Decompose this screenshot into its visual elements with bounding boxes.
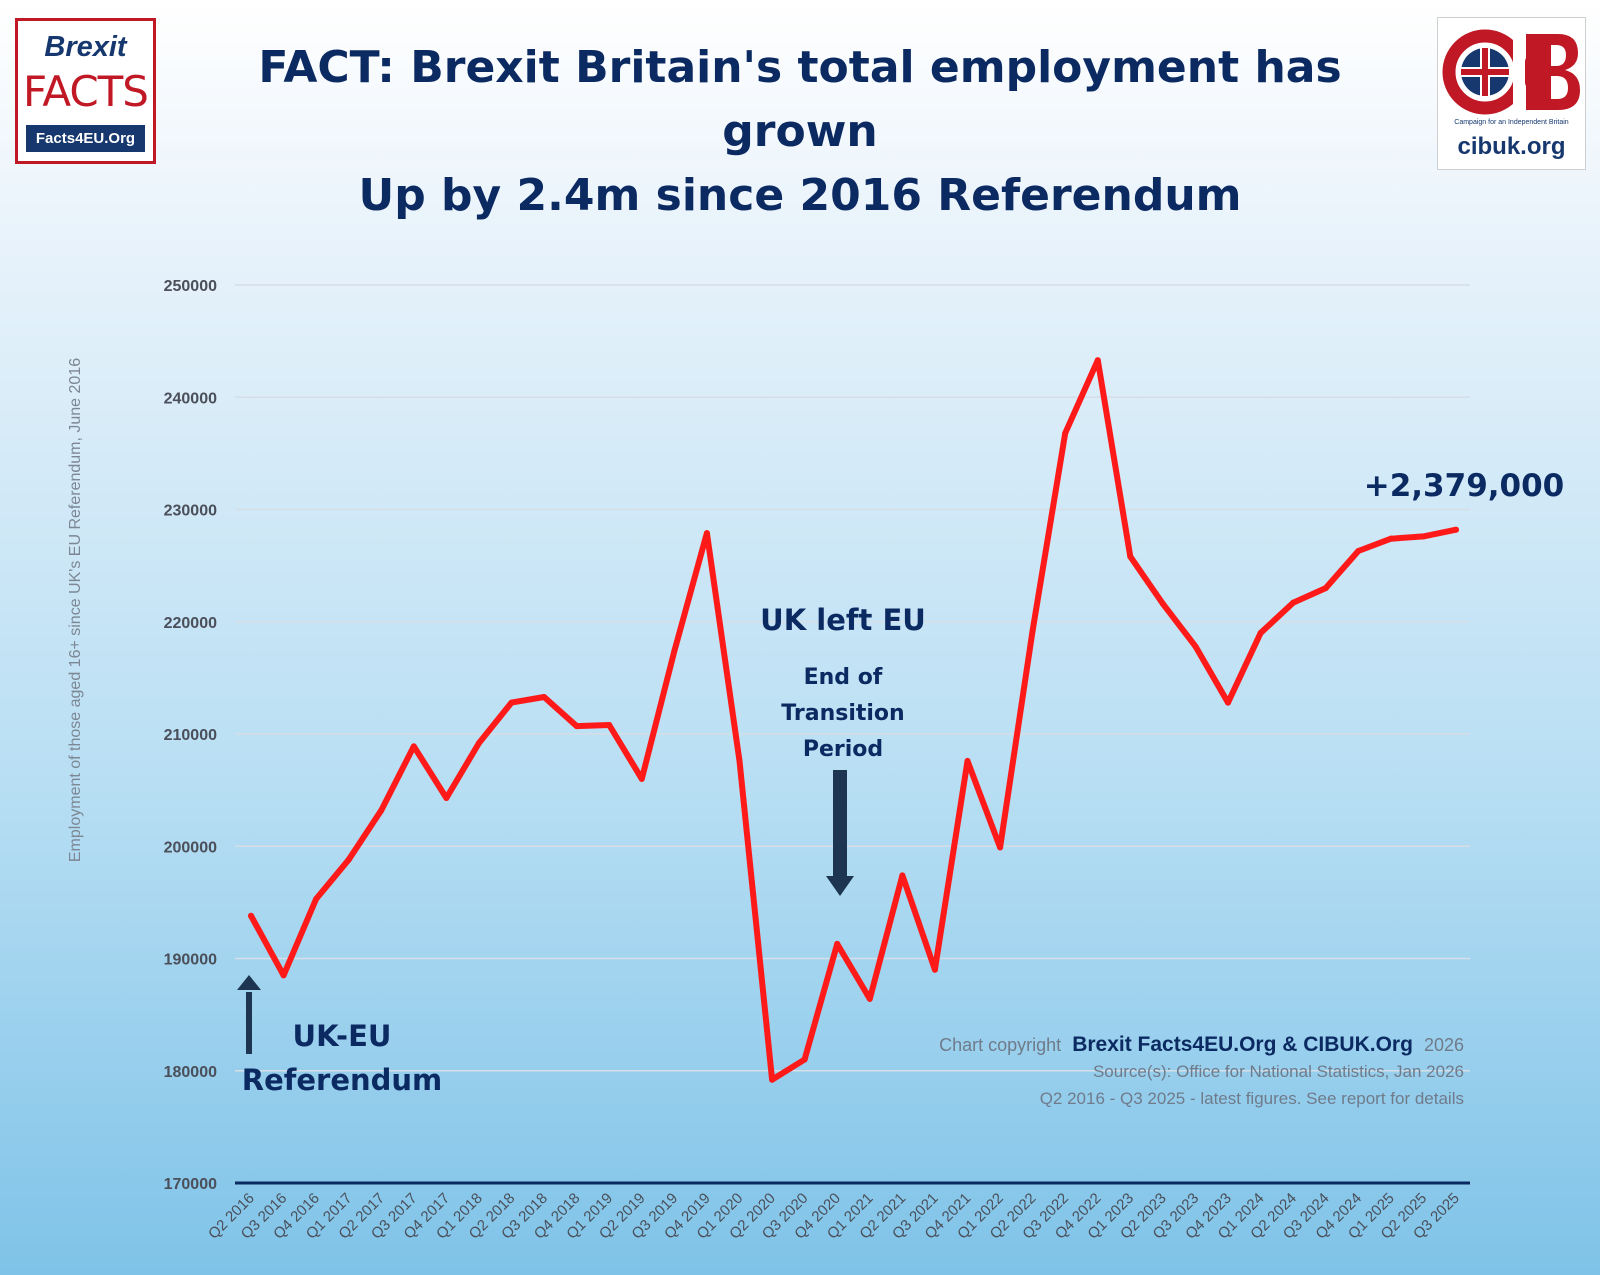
data-point bbox=[1257, 629, 1264, 636]
logo-right-tagline: Campaign for an Independent Britain bbox=[1454, 119, 1569, 126]
data-point bbox=[638, 775, 645, 782]
data-point bbox=[1290, 599, 1297, 606]
data-point bbox=[1062, 430, 1069, 437]
data-point bbox=[964, 757, 971, 764]
data-point bbox=[1225, 699, 1232, 706]
data-point bbox=[280, 972, 287, 979]
data-point bbox=[1159, 600, 1166, 607]
y-tick-label: 190000 bbox=[164, 952, 217, 969]
data-point bbox=[801, 1056, 808, 1063]
transition-arrow-head bbox=[826, 876, 854, 896]
source-line: Source(s): Office for National Statistic… bbox=[1093, 1062, 1464, 1081]
data-point bbox=[1453, 526, 1459, 533]
data-point bbox=[769, 1076, 776, 1083]
data-point bbox=[443, 794, 450, 801]
transition-label-1: End of bbox=[804, 665, 883, 690]
logo-left-line-2: FACTS bbox=[23, 67, 149, 116]
y-tick-label: 210000 bbox=[164, 727, 217, 744]
copyright-line: Chart copyright Brexit Facts4EU.Org & CI… bbox=[939, 1033, 1464, 1056]
logo-left-line-1: Brexit bbox=[44, 31, 127, 63]
data-point bbox=[345, 856, 352, 863]
copyright-prefix: Chart copyright bbox=[939, 1035, 1061, 1055]
chart-credits: Chart copyright Brexit Facts4EU.Org & CI… bbox=[939, 1033, 1464, 1108]
cibuk-logo: Campaign for an Independent Britain cibu… bbox=[1437, 17, 1586, 170]
grid-lines bbox=[235, 284, 1470, 1072]
data-point bbox=[573, 723, 580, 730]
y-tick-label: 170000 bbox=[164, 1176, 217, 1193]
data-point bbox=[1355, 548, 1362, 555]
logo-right-site: cibuk.org bbox=[1457, 133, 1566, 160]
data-point bbox=[541, 693, 548, 700]
data-point bbox=[1094, 357, 1101, 364]
left-eu-label: UK left EU bbox=[760, 603, 926, 637]
y-tick-label: 250000 bbox=[164, 278, 217, 295]
brexit-facts-logo: Brexit FACTS Facts4EU.Org bbox=[15, 18, 156, 164]
data-point bbox=[1029, 627, 1036, 634]
referendum-arrow-head bbox=[237, 975, 261, 990]
referendum-arrow-shaft bbox=[246, 992, 252, 1054]
y-tick-label: 240000 bbox=[164, 390, 217, 407]
series-line bbox=[248, 357, 1459, 1083]
data-point bbox=[866, 995, 873, 1002]
data-point bbox=[475, 739, 482, 746]
y-tick-label: 200000 bbox=[164, 839, 217, 856]
title-line-2: Up by 2.4m since 2016 Referendum bbox=[358, 170, 1242, 221]
data-point bbox=[736, 757, 743, 764]
y-axis-label: Employment of those aged 16+ since UK's … bbox=[67, 358, 84, 862]
transition-label-3: Period bbox=[803, 737, 883, 762]
y-tick-labels: 170000 180000 190000 200000 210000 220000 2300… bbox=[164, 278, 217, 1193]
cib-emblem bbox=[1442, 29, 1580, 115]
data-point bbox=[508, 699, 515, 706]
y-tick-label: 220000 bbox=[164, 615, 217, 632]
transition-arrow-shaft bbox=[833, 770, 847, 876]
data-point bbox=[1192, 643, 1199, 650]
data-point bbox=[1420, 533, 1427, 540]
referendum-annotation: UK-EU Referendum bbox=[237, 975, 442, 1097]
data-point bbox=[606, 722, 613, 729]
data-point bbox=[834, 940, 841, 947]
left-eu-annotation: UK left EU End of Transition Period bbox=[760, 603, 926, 896]
logo-left-line-3: Facts4EU.Org bbox=[26, 125, 145, 152]
growth-annotation: +2,379,000 bbox=[1364, 468, 1565, 504]
referendum-label-2: Referendum bbox=[242, 1063, 443, 1097]
transition-label-2: Transition bbox=[781, 701, 904, 726]
data-point bbox=[410, 743, 417, 750]
chart-title: FACT: Brexit Britain's total employment … bbox=[180, 36, 1420, 228]
series-layer bbox=[248, 357, 1459, 1083]
data-point bbox=[671, 647, 678, 654]
data-point bbox=[931, 966, 938, 973]
y-tick-label: 180000 bbox=[164, 1064, 217, 1081]
y-tick-label: 230000 bbox=[164, 503, 217, 520]
title-line-1: FACT: Brexit Britain's total employment … bbox=[258, 42, 1342, 157]
data-point bbox=[899, 872, 906, 879]
note-line: Q2 2016 - Q3 2025 - latest figures. See … bbox=[1040, 1089, 1464, 1108]
data-point bbox=[997, 844, 1004, 851]
copyright-year: 2026 bbox=[1424, 1035, 1464, 1055]
data-point bbox=[378, 807, 385, 814]
data-point bbox=[1127, 553, 1134, 560]
data-point bbox=[313, 896, 320, 903]
referendum-label-1: UK-EU bbox=[293, 1019, 392, 1053]
copyright-name: Brexit Facts4EU.Org & CIBUK.Org bbox=[1072, 1033, 1413, 1056]
data-point bbox=[1322, 585, 1329, 592]
data-point bbox=[248, 912, 254, 919]
data-point bbox=[703, 530, 710, 537]
data-point bbox=[1387, 535, 1394, 542]
